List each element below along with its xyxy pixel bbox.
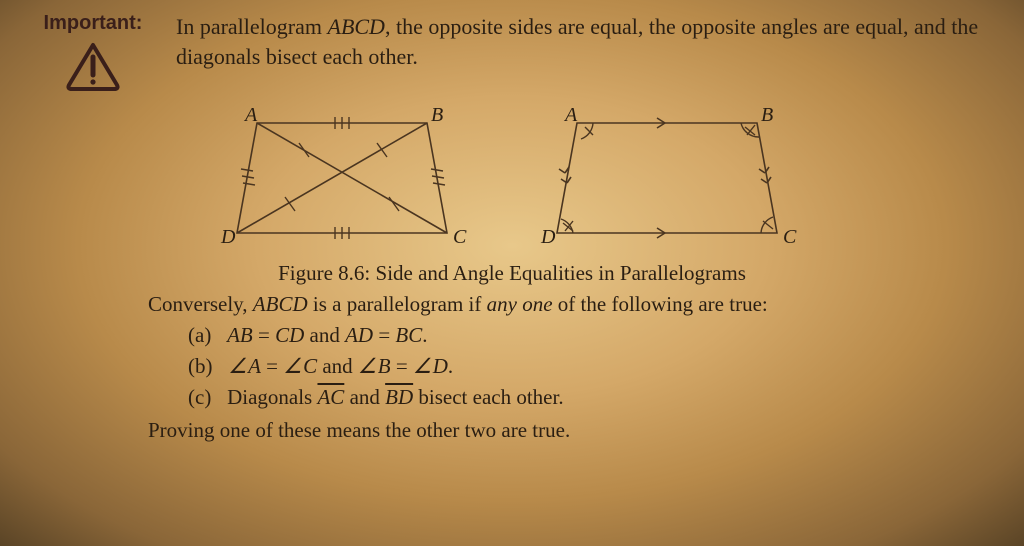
label-A2: A	[563, 104, 578, 126]
tag-c: (c)	[188, 385, 211, 409]
a-end: .	[422, 323, 427, 347]
c-d1: AC	[317, 385, 344, 409]
important-text: In parallelogram ABCD, the opposite side…	[176, 12, 996, 71]
conv-post: of the following are true:	[553, 292, 768, 316]
b-eq1: =	[261, 354, 283, 378]
a-eq1: =	[253, 323, 275, 347]
figure-diagonals: A B C D	[217, 103, 477, 253]
caption-pre: Figure 8.6:	[278, 261, 375, 285]
a-l2: AD	[345, 323, 373, 347]
item-a: (a) AB = CD and AD = BC.	[188, 323, 996, 348]
important-column: Important:	[28, 12, 158, 91]
warning-icon	[65, 41, 121, 91]
label-C2: C	[783, 226, 797, 248]
text-pre: In parallelogram	[176, 14, 328, 39]
figure-angles: A B C D	[537, 103, 807, 253]
tag-b: (b)	[188, 354, 213, 378]
important-label: Important:	[44, 12, 143, 35]
b-and: and	[317, 354, 358, 378]
text-abcd: ABCD	[328, 14, 385, 39]
label-D: D	[220, 226, 236, 248]
b-a3: B	[358, 354, 391, 378]
a-r2: BC	[395, 323, 422, 347]
label-B: B	[431, 104, 443, 126]
tag-a: (a)	[188, 323, 211, 347]
label-A: A	[243, 104, 258, 126]
label-B2: B	[761, 104, 773, 126]
a-r1: CD	[275, 323, 304, 347]
a-l1: AB	[227, 323, 253, 347]
c-d2: BD	[385, 385, 413, 409]
figure-caption: Figure 8.6: Side and Angle Equalities in…	[28, 261, 996, 286]
conv-anyone: any one	[487, 292, 553, 316]
b-eq2: =	[391, 354, 413, 378]
c-and: and	[344, 385, 385, 409]
item-b: (b) A = C and B = D.	[188, 354, 996, 379]
conv-pre: Conversely,	[148, 292, 253, 316]
label-D2: D	[540, 226, 556, 248]
header-row: Important: In parallelogram ABCD, the op…	[28, 12, 996, 91]
conv-abcd: ABCD	[253, 292, 308, 316]
caption-rest: Side and Angle Equalities in Parallelogr…	[376, 261, 746, 285]
b-a4: D	[413, 354, 448, 378]
b-a1: A	[228, 354, 261, 378]
textbook-page: Important: In parallelogram ABCD, the op…	[0, 0, 1024, 455]
c-pre: Diagonals	[227, 385, 317, 409]
closing-line: Proving one of these means the other two…	[148, 418, 996, 443]
conv-mid: is a parallelogram if	[308, 292, 487, 316]
b-a2: C	[283, 354, 317, 378]
a-eq2: =	[373, 323, 395, 347]
label-C: C	[453, 226, 467, 248]
figures-row: A B C D	[28, 103, 996, 253]
c-post: bisect each other.	[413, 385, 563, 409]
b-end: .	[448, 354, 453, 378]
conditions-list: (a) AB = CD and AD = BC. (b) A = C and B…	[188, 323, 996, 410]
converse-line: Conversely, ABCD is a parallelogram if a…	[148, 292, 996, 317]
a-and: and	[304, 323, 345, 347]
item-c: (c) Diagonals AC and BD bisect each othe…	[188, 385, 996, 410]
